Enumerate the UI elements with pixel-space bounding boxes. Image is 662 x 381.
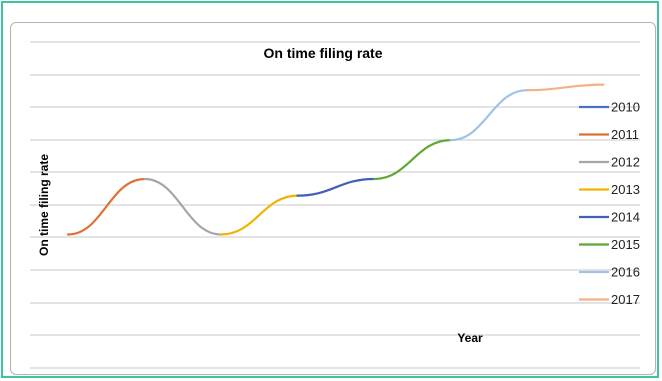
series-line-2016 (449, 89, 529, 142)
legend-label-2016: 2016 (611, 265, 640, 280)
series-line-2013 (219, 194, 299, 236)
legend-label-2015: 2015 (611, 237, 640, 252)
series-layer (66, 83, 605, 236)
series-line-2012 (143, 177, 223, 236)
legend: 2010 2011 2012 2013 2014 2015 2016 2017 (579, 100, 640, 307)
gridlines (30, 41, 640, 369)
legend-label-2012: 2012 (611, 155, 640, 170)
x-axis-label: Year (457, 331, 483, 345)
series-line-2011 (66, 177, 146, 236)
legend-label-2010: 2010 (611, 100, 640, 115)
series-line-2015 (372, 139, 452, 181)
y-axis-label: On time filing rate (37, 154, 51, 256)
legend-label-2011: 2011 (611, 127, 639, 142)
legend-label-2013: 2013 (611, 182, 640, 197)
chart-title: On time filing rate (263, 45, 382, 61)
series-line-2017 (525, 83, 605, 92)
legend-label-2017: 2017 (611, 292, 640, 307)
chart-area (10, 22, 656, 375)
series-line-2014 (296, 177, 376, 197)
legend-label-2014: 2014 (611, 210, 640, 225)
